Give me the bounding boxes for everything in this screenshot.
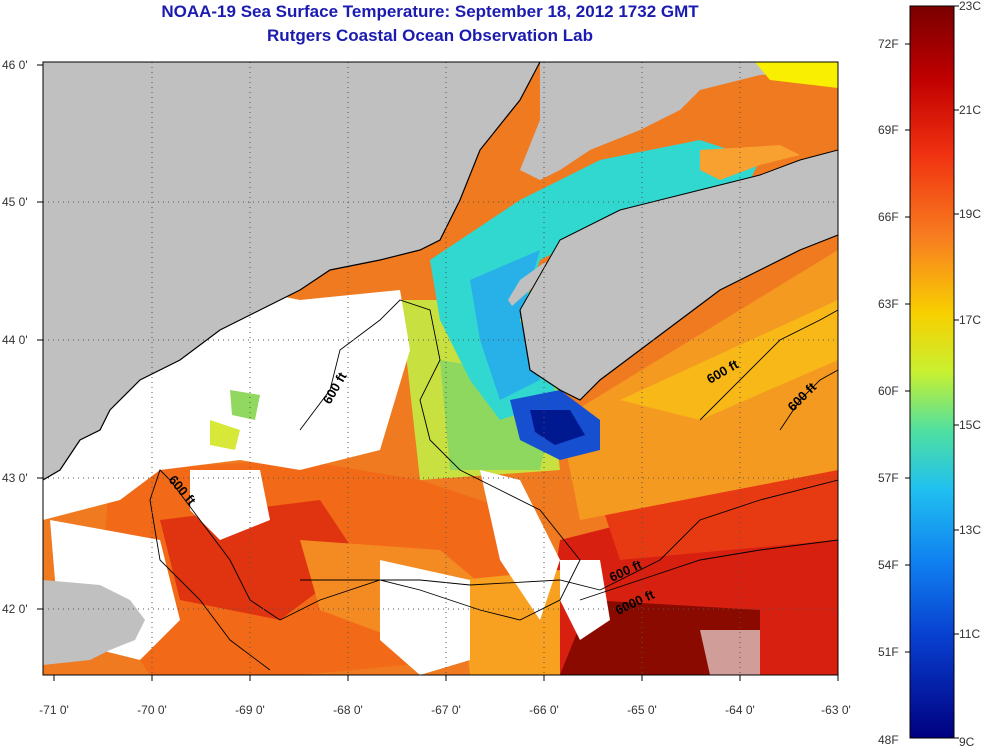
colorbar-c-label: 19C — [959, 207, 981, 221]
lat-label: 46 0' — [2, 58, 28, 72]
colorbar-c-label: 17C — [959, 313, 981, 327]
colorbar-c-label: 15C — [959, 418, 981, 432]
sst-field — [43, 62, 838, 675]
lat-label: 45 0' — [2, 195, 28, 209]
colorbar-f-label: 66F — [878, 210, 899, 224]
nova-scotia-land — [520, 150, 838, 400]
lon-label: -65 0' — [627, 703, 657, 717]
colorbar-c-label: 9C — [959, 735, 975, 749]
new-england-land — [43, 62, 540, 480]
map-subtitle: Rutgers Coastal Ocean Observation Lab — [267, 26, 593, 45]
colorbar-c-label: 21C — [959, 103, 981, 117]
colorbar-f-label: 60F — [878, 384, 899, 398]
colorbar-ticks — [905, 5, 959, 739]
lon-label: -63 0' — [821, 703, 851, 717]
lon-label: -70 0' — [137, 703, 167, 717]
colorbar-f-label: 51F — [878, 645, 899, 659]
lon-label: -67 0' — [431, 703, 461, 717]
lon-label: -71 0' — [39, 703, 69, 717]
colorbar-c-label: 23C — [959, 0, 981, 13]
colorbar-f-label: 54F — [878, 558, 899, 572]
colorbar — [909, 5, 955, 739]
colorbar-f-label: 48F — [878, 733, 899, 747]
lon-label: -66 0' — [529, 703, 559, 717]
colorbar-f-label: 63F — [878, 297, 899, 311]
colorbar-f-label: 57F — [878, 471, 899, 485]
colorbar-c-label: 13C — [959, 523, 981, 537]
graticule — [43, 62, 838, 675]
new-brunswick-land — [520, 62, 838, 180]
lon-label: -69 0' — [235, 703, 265, 717]
lat-label: 44 0' — [2, 333, 28, 347]
lon-label: -64 0' — [725, 703, 755, 717]
colorbar-f-label: 72F — [878, 37, 899, 51]
map-title: NOAA-19 Sea Surface Temperature: Septemb… — [161, 2, 699, 21]
colorbar-f-label: 69F — [878, 123, 899, 137]
lon-label: -68 0' — [333, 703, 363, 717]
lat-label: 43 0' — [2, 471, 28, 485]
depth-contours — [149, 299, 838, 671]
colorbar-c-label: 11C — [959, 627, 980, 641]
axis-ticks — [37, 64, 839, 681]
cape-cod-land — [43, 580, 145, 665]
lat-label: 42 0' — [2, 602, 28, 616]
